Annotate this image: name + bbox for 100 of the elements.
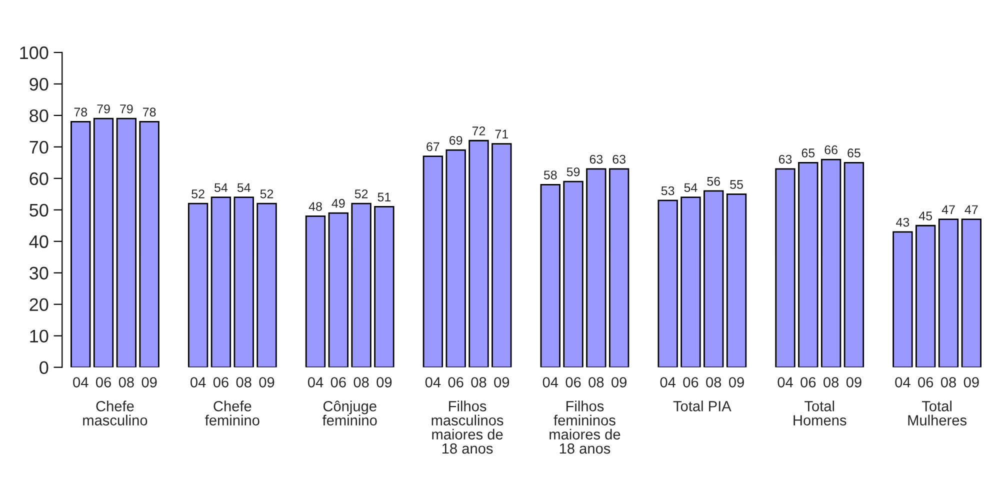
data-label: 53 [661, 186, 674, 196]
bar [234, 196, 254, 368]
y-tick-label: 20 [30, 298, 48, 312]
bar [540, 184, 560, 368]
bar [608, 168, 630, 368]
data-label: 67 [426, 142, 440, 152]
data-label: 63 [612, 154, 626, 164]
bar [139, 121, 160, 368]
data-label: 45 [918, 212, 932, 220]
text: 04 [895, 377, 910, 388]
data-label: 78 [143, 108, 156, 116]
bar [351, 202, 372, 368]
data-label: 56 [707, 176, 720, 186]
series-label: 06 [96, 377, 111, 388]
text: 09 [494, 377, 510, 388]
x-tick-label: Filhos femininos maiores de 18 anos [550, 400, 620, 454]
series-label: 04 [73, 377, 88, 388]
bar [586, 168, 606, 368]
bar [468, 140, 489, 368]
text: 08 [588, 377, 604, 388]
bar [961, 218, 982, 368]
text: 04 [425, 377, 441, 388]
data-label: 52 [354, 189, 368, 198]
bar [93, 118, 114, 368]
text: 04 [778, 377, 793, 388]
text: 08 [354, 377, 369, 388]
y-tick-label: 10 [30, 330, 48, 343]
text: 06 [683, 377, 698, 388]
text: 09 [728, 377, 744, 388]
data-label: 43 [896, 218, 910, 227]
text: 06 [448, 377, 464, 388]
bar [844, 162, 864, 368]
x-tick-label: Total PIA [673, 400, 732, 412]
text: 08 [471, 377, 486, 388]
text: 08 [824, 377, 839, 388]
bar [256, 202, 277, 368]
text: 06 [330, 377, 346, 388]
y-tick-label: 40 [29, 235, 48, 248]
bar [820, 158, 842, 368]
data-label: 51 [378, 192, 391, 202]
data-label: 54 [684, 183, 698, 192]
data-label: 65 [848, 148, 860, 158]
bar [328, 212, 348, 368]
bar [305, 215, 326, 368]
data-label: 47 [964, 205, 978, 214]
x-tick-label: Filhos masculinos maiores de 18 anos [432, 400, 504, 454]
text: 04 [308, 377, 324, 388]
y-tick-label: 100 [20, 46, 48, 60]
bar [726, 193, 747, 368]
text: 09 [376, 377, 392, 388]
data-label: 48 [308, 202, 322, 211]
data-label: 78 [74, 108, 88, 116]
y-tick-label: 90 [30, 78, 48, 91]
data-label: 79 [97, 104, 110, 114]
data-label: 71 [495, 130, 508, 138]
data-label: 63 [778, 154, 792, 164]
data-label: 65 [802, 148, 815, 158]
text: 06 [918, 377, 934, 388]
data-label: 52 [192, 189, 204, 198]
series-label: 09 [142, 377, 157, 388]
data-label: 49 [332, 198, 345, 208]
bar [916, 224, 936, 368]
bar [210, 196, 232, 368]
bar [658, 200, 678, 368]
data-label: 54 [214, 183, 228, 192]
y-tick-label: 60 [30, 172, 48, 186]
text: 04 [190, 377, 206, 388]
data-label: 58 [544, 170, 557, 180]
bar [563, 180, 584, 368]
bar [492, 143, 512, 368]
text: 06 [213, 377, 228, 388]
y-tick-label: 70 [30, 140, 48, 154]
bar [775, 168, 796, 368]
text: 09 [964, 377, 979, 388]
bar [892, 231, 913, 368]
text: 08 [940, 377, 956, 388]
text: 06 [566, 377, 581, 388]
text: 08 [236, 377, 252, 388]
data-label: 69 [450, 136, 462, 145]
bar [446, 149, 466, 368]
y-tick-label: 30 [30, 266, 48, 280]
bar [680, 196, 701, 368]
x-tick-label: Cônjuge feminino [322, 400, 377, 426]
data-label: 59 [566, 167, 580, 176]
y-tick-label: 0 [40, 361, 48, 374]
data-label: 63 [590, 154, 603, 164]
text: 06 [800, 377, 816, 388]
data-label: 66 [824, 145, 838, 154]
data-label: 54 [237, 183, 250, 192]
data-label: 55 [730, 180, 743, 189]
bar [422, 156, 444, 368]
text: 09 [846, 377, 862, 388]
data-label: 79 [120, 104, 133, 114]
bar [188, 202, 208, 368]
y-tick-label: 80 [30, 109, 48, 122]
bar [70, 121, 91, 368]
series-label: 08 [118, 377, 134, 388]
bar [798, 162, 818, 368]
bar [374, 206, 394, 368]
x-tick-label: Chefe feminino [205, 400, 260, 426]
